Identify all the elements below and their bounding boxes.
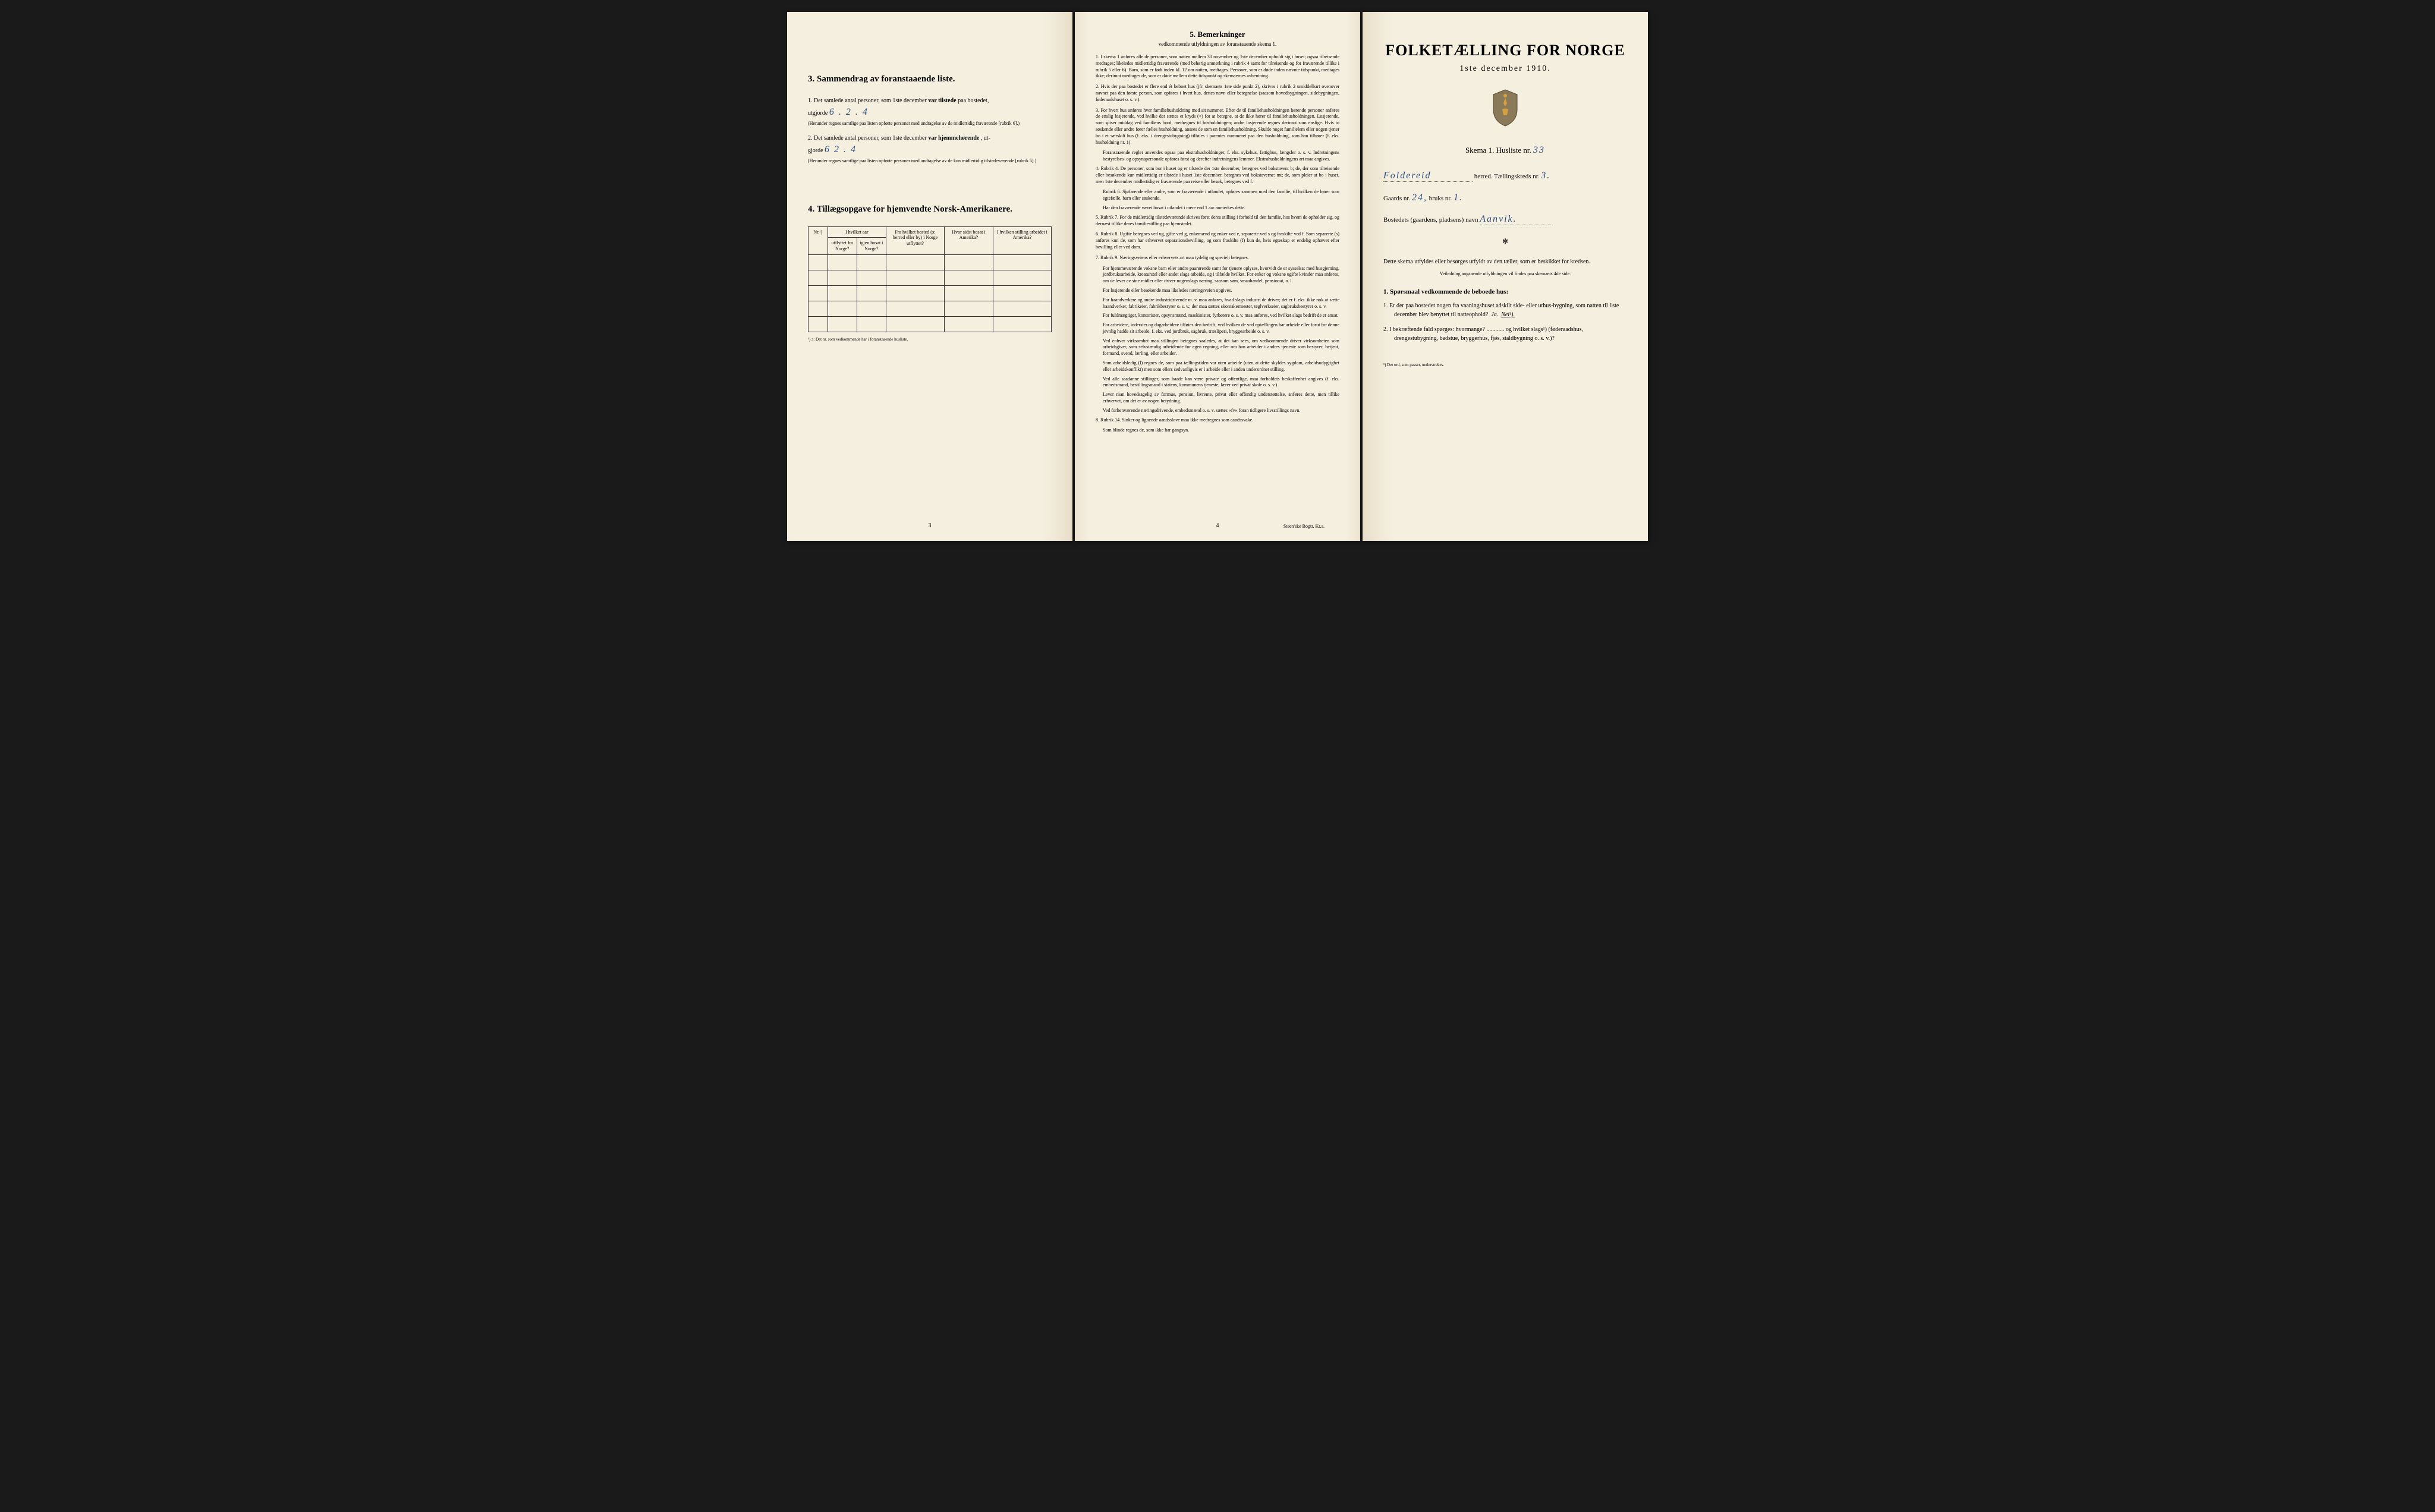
coat-of-arms-icon — [1383, 89, 1627, 130]
divider-icon: ✻ — [1383, 237, 1627, 246]
section-3-heading: 3. Sammendrag av foranstaaende liste. — [808, 74, 1052, 84]
remark-6: 6. Rubrik 8. Ugifte betegnes ved ug, gif… — [1096, 231, 1339, 250]
section-5-heading: 5. Bemerkninger — [1096, 30, 1339, 39]
page-number: 3 — [929, 522, 932, 529]
table-footnote: ¹) ɔ: Det nr. som vedkommende har i fora… — [808, 337, 1052, 342]
table-row — [808, 316, 1052, 332]
page-4: 5. Bemerkninger vedkommende utfyldningen… — [1075, 12, 1360, 541]
herred-line: Foldereid herred. Tællingskreds nr. 3. — [1383, 171, 1627, 182]
census-date: 1ste december 1910. — [1383, 64, 1627, 74]
main-title: FOLKETÆLLING FOR NORGE — [1383, 42, 1627, 59]
table-row — [808, 254, 1052, 270]
remark-2: 2. Hvis der paa bostedet er flere end ét… — [1096, 84, 1339, 103]
page-number: 4 — [1216, 522, 1219, 529]
item-2: 2. Det samlede antal personer, som 1ste … — [808, 134, 1052, 164]
remark-4: 4. Rubrik 4. De personer, som bor i huse… — [1096, 166, 1339, 185]
remark-1: 1. I skema 1 anføres alle de personer, s… — [1096, 54, 1339, 80]
value-hjemmehorende: 6 2 . 4 — [825, 144, 857, 155]
skema-line: Skema 1. Husliste nr. 33 — [1383, 145, 1627, 156]
page-3: 3. Sammendrag av foranstaaende liste. 1.… — [787, 12, 1072, 541]
intro-text: Dette skema utfyldes eller besørges utfy… — [1383, 258, 1627, 266]
section-5-subtitle: vedkommende utfyldningen av foranstaaend… — [1096, 41, 1339, 47]
bosted-line: Bostedets (gaardens, pladsens) navn Aanv… — [1383, 214, 1627, 225]
emigrant-table: Nr.¹) I hvilket aar Fra hvilket bosted (… — [808, 226, 1052, 332]
remark-3: 3. For hvert hus anføres hver familiehus… — [1096, 108, 1339, 146]
guidance-text: Veiledning angaaende utfyldningen vil fi… — [1383, 271, 1627, 276]
value-tilstede: 6 . 2 . 4 — [829, 107, 869, 117]
remark-5: 5. Rubrik 7. For de midlertidig tilstede… — [1096, 215, 1339, 228]
question-2: 2. I bekræftende fald spørges: hvormange… — [1383, 325, 1627, 343]
item-1: 1. Det samlede antal personer, som 1ste … — [808, 96, 1052, 127]
page-title: FOLKETÆLLING FOR NORGE 1ste december 191… — [1363, 12, 1648, 541]
printer-mark: Steen'ske Bogtr. Kr.a. — [1283, 524, 1325, 529]
gaards-line: Gaards nr. 24, bruks nr. 1. — [1383, 193, 1627, 203]
remark-8: 8. Rubrik 14. Sinker og lignende aandssl… — [1096, 417, 1339, 424]
table-row — [808, 270, 1052, 285]
question-1: 1. Er der paa bostedet nogen fra vaaning… — [1383, 301, 1627, 319]
table-row — [808, 285, 1052, 301]
right-footnote: ¹) Det ord, som passer, understrekes. — [1383, 363, 1627, 367]
question-heading: 1. Spørsmaal vedkommende de beboede hus: — [1383, 288, 1627, 295]
section-4-heading: 4. Tillægsopgave for hjemvendte Norsk-Am… — [808, 204, 1052, 215]
remark-7: 7. Rubrik 9. Næringsveiens eller erhverv… — [1096, 255, 1339, 262]
table-row — [808, 301, 1052, 316]
